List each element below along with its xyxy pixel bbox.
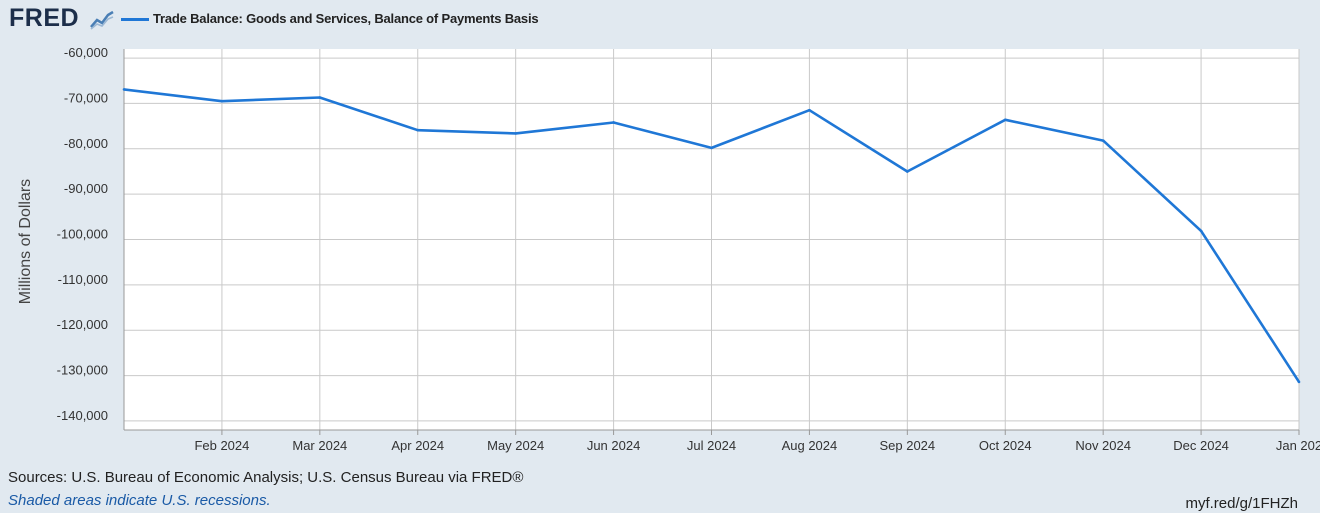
x-tick-label: Aug 2024 [782,438,838,453]
x-tick-label: Jul 2024 [687,438,736,453]
data-point [808,108,811,112]
y-tick-label: -130,000 [57,363,108,378]
data-point [1101,139,1105,142]
data-point [318,96,322,99]
x-tick-label: Oct 2024 [979,438,1032,453]
line-chart: -140,000 -130,000 -120,000 -110,000 -100,000… [17,45,1320,453]
data-point [122,88,126,91]
trend-graph-icon [90,10,114,30]
short-link[interactable]: myf.red/g/1FHZh [1185,495,1298,512]
y-tick-label: -60,000 [64,45,108,60]
x-tick-label: Apr 2024 [391,438,444,453]
data-point [710,146,713,150]
fred-logo-text: FRED [9,4,80,32]
data-point [514,132,517,135]
y-tick-label: -120,000 [57,317,108,332]
y-tick-label: -110,000 [58,272,108,287]
data-point [220,99,224,103]
x-tick-label: Nov 2024 [1075,438,1131,453]
y-tick-label: -70,000 [64,90,108,105]
x-tick-label: Jan 202 [1276,438,1320,453]
x-tick-label: Sep 2024 [879,438,935,453]
x-tick-label: Dec 2024 [1173,438,1229,453]
y-tick-label: -80,000 [64,136,108,151]
data-point [906,170,909,173]
legend-label: Trade Balance: Goods and Services, Balan… [153,11,539,26]
legend-swatch [121,18,149,21]
data-point [1199,229,1203,233]
data-point [1297,380,1301,384]
data-point [416,128,420,132]
x-tick-label: Feb 2024 [194,438,249,453]
x-tick-label: May 2024 [487,438,544,453]
recession-note: Shaded areas indicate U.S. recessions. [8,492,271,509]
x-tick-label: Jun 2024 [587,438,641,453]
data-point [612,121,615,124]
y-tick-label: -90,000 [64,181,108,196]
y-axis-title: Millions of Dollars [17,179,34,304]
y-tick-label: -140,000 [57,408,108,423]
x-tick-label: Mar 2024 [292,438,347,453]
source-text: Sources: U.S. Bureau of Economic Analysi… [8,469,524,486]
y-tick-label: -100,000 [57,227,108,242]
data-point [1003,118,1007,122]
